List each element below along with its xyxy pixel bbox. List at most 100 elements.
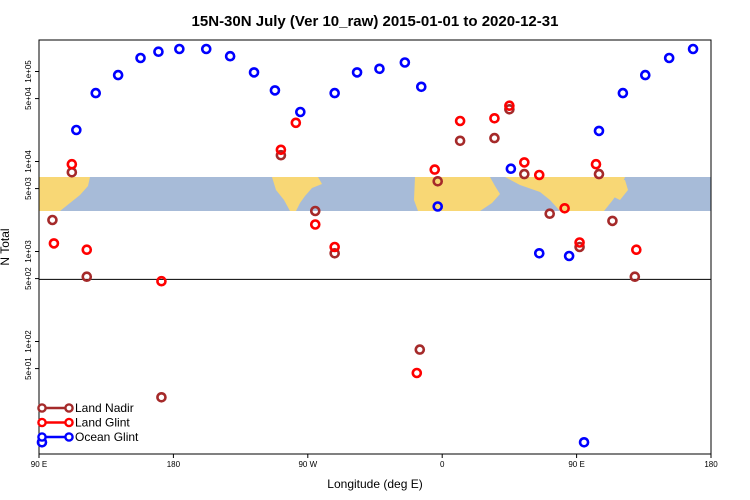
legend-marker-land-nadir <box>64 403 74 413</box>
land-nadir-point <box>432 176 444 187</box>
land-glint-point <box>66 158 78 170</box>
ocean-glint-point <box>578 436 590 448</box>
land-glint-point <box>454 115 466 127</box>
ocean-glint-point <box>533 248 545 259</box>
land-nadir-point <box>489 132 500 144</box>
land-nadir-point <box>519 168 530 180</box>
ocean-glint-point <box>563 250 575 262</box>
land-glint-point <box>411 367 423 379</box>
legend-marker-ocean-glint <box>37 432 47 442</box>
y-tick-label: 1e+05 <box>24 60 33 83</box>
land-glint-point <box>504 100 515 111</box>
ocean-glint-point <box>351 67 363 78</box>
map-land-arabia-india <box>505 177 625 211</box>
land-glint-point <box>309 219 321 230</box>
x-tick-label: 90 W <box>298 460 317 469</box>
ocean-glint-point <box>639 69 651 81</box>
ocean-glint-point <box>295 106 306 118</box>
ocean-glint-point <box>90 87 102 99</box>
chart-title: 15N-30N July (Ver 10_raw) 2015-01-01 to … <box>192 13 559 30</box>
land-glint-point <box>329 241 340 253</box>
ocean-glint-point <box>415 81 427 93</box>
land-nadir-point <box>629 271 641 283</box>
land-nadir-point <box>544 208 556 219</box>
ocean-glint-point <box>593 125 605 137</box>
land-nadir-point <box>414 344 426 355</box>
legend-marker-land-glint <box>64 417 74 428</box>
ocean-glint-point <box>432 201 444 212</box>
ocean-glint-point <box>248 67 260 78</box>
map-land-americas <box>272 177 322 211</box>
land-nadir-point <box>574 241 585 253</box>
x-axis: 90 E 180 90 W 0 90 E 180 <box>31 454 718 469</box>
land-glint-point <box>631 244 642 255</box>
y-axis: 5e+01 1e+02 5e+02 1e+03 5e+03 1e+04 5e+04 1e+05 <box>24 60 39 380</box>
legend-label-ocean-glint: Ocean Glint <box>75 430 139 444</box>
map-land-asia-west <box>39 177 90 211</box>
land-glint-point <box>559 203 570 214</box>
land-glint-point <box>519 157 530 168</box>
land-nadir-point <box>329 248 340 259</box>
land-glint-point <box>48 238 60 249</box>
data-points <box>36 43 699 448</box>
land-glint-point <box>574 237 585 248</box>
ocean-glint-point <box>663 52 675 64</box>
ocean-glint-point <box>224 50 236 62</box>
map-land-se-asia <box>610 180 628 200</box>
land-nadir-point <box>156 391 167 403</box>
legend-marker-land-glint <box>37 417 47 428</box>
ocean-glint-point <box>71 124 82 136</box>
x-tick-label: 90 E <box>31 460 47 469</box>
plot-frame <box>38 39 712 455</box>
y-tick-label: 5e+02 <box>24 267 33 290</box>
map-land-africa <box>414 177 500 211</box>
y-tick-label: 1e+02 <box>24 330 33 353</box>
y-tick-label: 5e+01 <box>24 357 33 380</box>
legend-marker-ocean-glint <box>64 432 74 442</box>
y-axis-label: N Total <box>0 228 12 265</box>
land-glint-point <box>489 113 500 124</box>
land-nadir-point <box>607 215 618 227</box>
y-tick-label: 1e+04 <box>24 150 33 173</box>
land-nadir-point <box>275 149 287 161</box>
ocean-glint-point <box>174 43 185 55</box>
ocean-glint-point <box>112 69 124 81</box>
ocean-glint-point <box>269 85 281 96</box>
ocean-glint-point <box>153 46 164 58</box>
y-tick-label: 5e+03 <box>24 177 33 200</box>
x-tick-label: 90 E <box>568 460 584 469</box>
x-tick-label: 0 <box>440 460 445 469</box>
land-nadir-point <box>454 135 466 147</box>
x-axis-label: Longitude (deg E) <box>327 477 422 491</box>
ocean-glint-point <box>200 43 212 55</box>
x-tick-label: 180 <box>704 460 718 469</box>
y-tick-label: 1e+03 <box>24 240 33 263</box>
ocean-glint-point <box>374 63 385 75</box>
map-band <box>39 177 711 211</box>
land-glint-point <box>81 244 93 255</box>
x-tick-label: 180 <box>167 460 181 469</box>
ocean-glint-point <box>687 43 699 55</box>
legend-marker-land-nadir <box>37 403 47 413</box>
legend-label-land-glint: Land Glint <box>75 416 130 430</box>
ocean-glint-point <box>399 57 411 68</box>
ocean-glint-point <box>135 52 146 64</box>
y-tick-label: 5e+04 <box>24 87 33 110</box>
land-glint-point <box>429 164 441 175</box>
land-glint-point <box>590 158 602 170</box>
land-nadir-point <box>66 167 78 178</box>
ocean-glint-point <box>617 87 629 99</box>
ocean-glint-point <box>329 87 340 99</box>
land-glint-point <box>290 117 302 129</box>
land-nadir-point <box>47 214 58 226</box>
land-glint-point <box>275 144 287 156</box>
land-nadir-point <box>81 271 93 283</box>
land-nadir-point <box>593 168 605 180</box>
ocean-glint-point <box>505 163 517 174</box>
land-glint-point <box>533 169 545 181</box>
land-nadir-point <box>309 205 321 217</box>
legend-label-land-nadir: Land Nadir <box>75 401 134 415</box>
land-nadir-point <box>504 104 515 115</box>
